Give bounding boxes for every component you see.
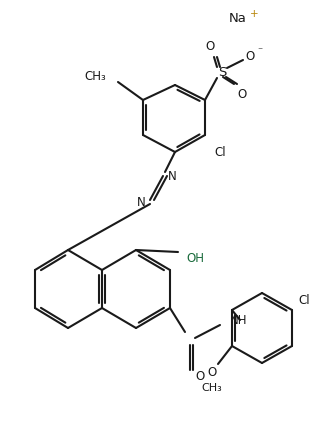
- Text: O: O: [207, 365, 217, 378]
- Text: NH: NH: [230, 314, 248, 327]
- Text: +: +: [250, 9, 258, 19]
- Text: S: S: [218, 66, 226, 79]
- Text: O: O: [205, 41, 215, 54]
- Text: O: O: [237, 88, 247, 101]
- Text: Na: Na: [229, 12, 247, 25]
- Text: O: O: [245, 50, 255, 63]
- Text: O: O: [195, 369, 204, 382]
- Text: OH: OH: [186, 251, 204, 264]
- Text: CH₃: CH₃: [84, 70, 106, 83]
- Text: N: N: [167, 169, 176, 182]
- Text: N: N: [137, 196, 145, 209]
- Text: ⁻: ⁻: [257, 46, 263, 56]
- Text: Cl: Cl: [298, 293, 310, 306]
- Text: CH₃: CH₃: [202, 383, 222, 393]
- Text: Cl: Cl: [214, 146, 226, 159]
